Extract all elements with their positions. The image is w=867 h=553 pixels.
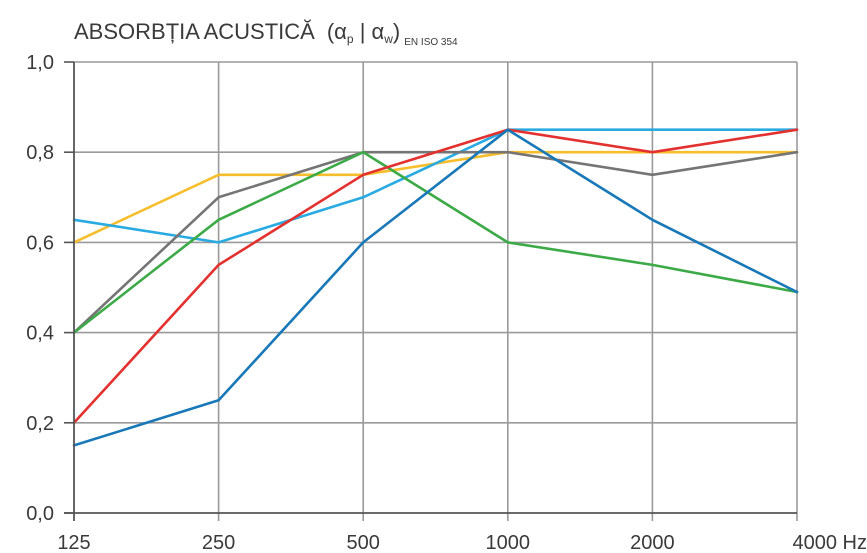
series-line-5 xyxy=(72,128,799,425)
chart-title-symbol-sep: | α xyxy=(353,19,385,44)
tick-labels: 0,0 0,2 0,4 0,6 0,8 1,0 125 250 500 1000 2000 4000 … xyxy=(26,52,867,553)
chart-title: ABSORBȚIA ACUSTICĂ (αp | αw) EN ISO 354 xyxy=(74,18,458,57)
series-layer xyxy=(72,128,799,447)
x-tick-label: 500 xyxy=(347,532,380,553)
chart-title-symbol-open: (α xyxy=(326,19,347,44)
chart-title-symbol-w: w xyxy=(384,32,393,46)
series-line-6 xyxy=(72,128,799,447)
y-tick-label: 0,8 xyxy=(26,142,54,164)
series-line-4 xyxy=(72,150,799,334)
y-tick-label: 0,0 xyxy=(26,503,54,525)
chart-title-symbol-p: p xyxy=(346,32,354,46)
x-tick-label: 1000 xyxy=(486,532,531,553)
x-tick-label: 2000 xyxy=(630,532,675,553)
y-tick-label: 0,4 xyxy=(26,323,54,345)
x-tick-label: 125 xyxy=(57,532,90,553)
x-tick-label-with-unit: 4000 Hz xyxy=(793,532,867,553)
x-tick-label: 250 xyxy=(202,532,235,553)
y-tick-label: 0,6 xyxy=(26,232,54,254)
y-tick-label: 1,0 xyxy=(26,52,54,74)
chart-title-symbol-close: ) xyxy=(392,19,401,44)
chart-title-text: ABSORBȚIA ACUSTICĂ xyxy=(74,19,315,44)
y-tick-label: 0,2 xyxy=(26,413,54,435)
axis-layer xyxy=(64,61,797,521)
chart-title-standard: EN ISO 354 xyxy=(404,37,458,48)
